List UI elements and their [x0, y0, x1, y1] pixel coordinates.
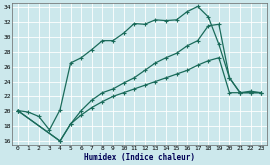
X-axis label: Humidex (Indice chaleur): Humidex (Indice chaleur)	[84, 152, 195, 162]
